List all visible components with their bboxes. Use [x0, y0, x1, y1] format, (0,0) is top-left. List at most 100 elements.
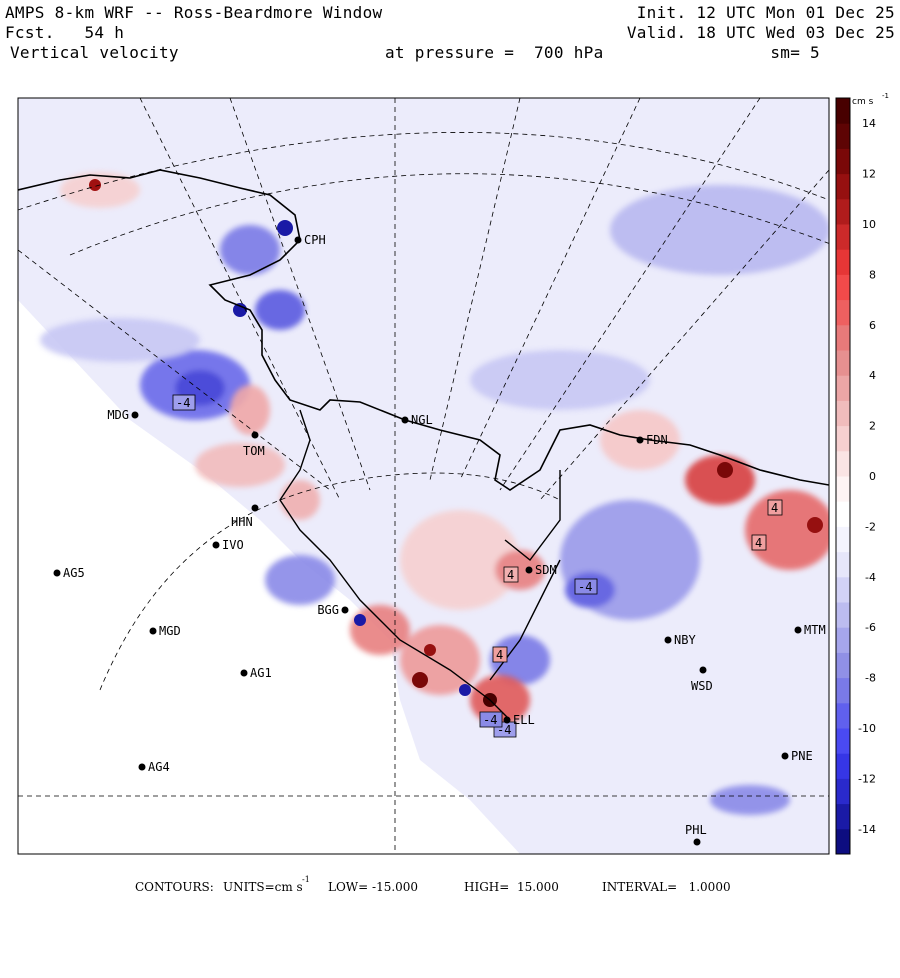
colorbar-tick-label: -2 [865, 520, 876, 533]
station-label: MDG [107, 408, 129, 422]
extrema-label: -4 [483, 713, 497, 727]
station-marker [794, 626, 802, 634]
extrema-label: 4 [771, 501, 778, 515]
colorbar-tick-label: -10 [858, 722, 876, 735]
station-label: BGG [317, 603, 339, 617]
colorbar-swatch [836, 627, 850, 653]
colorbar-swatch [836, 123, 850, 149]
station-label: MGD [159, 624, 181, 638]
station-marker [341, 606, 349, 614]
colorbar-swatch [836, 98, 850, 124]
station-label: WSD [691, 679, 713, 693]
contours-label: CONTOURS: [135, 880, 214, 894]
colorbar-tick-label: -8 [865, 672, 876, 685]
colorbar-swatch [836, 576, 850, 603]
station-marker [138, 763, 146, 771]
graticule [18, 98, 829, 854]
colorbar-swatch [836, 299, 850, 326]
forecast-hour: Fcst. 54 h [5, 23, 125, 42]
colorbar-swatch [836, 198, 850, 225]
station-marker [251, 431, 259, 439]
colorbar-unit-exp: -1 [882, 92, 889, 100]
station-marker [240, 669, 248, 677]
station-marker [781, 752, 789, 760]
station-marker [699, 666, 707, 674]
low-value: LOW= -15.000 [328, 880, 419, 894]
station-label: NGL [411, 413, 433, 427]
station-label: IVO [222, 538, 244, 552]
station-marker [693, 838, 701, 846]
colorbar-tick-label: 2 [869, 420, 876, 433]
map-panel: -4 4 -4 4 -4 4 4 -4 CPH MDG TOM NGL FDN HHN IV… [18, 98, 829, 854]
station-label: PNE [791, 749, 813, 763]
positive-field [60, 172, 829, 725]
colorbar-swatch [836, 803, 850, 830]
colorbar-tick-label: 12 [862, 168, 876, 181]
units-exp: -1 [302, 875, 310, 884]
colorbar-swatch [836, 526, 850, 553]
colorbar-swatch [836, 274, 850, 301]
map-figure: -4 4 -4 4 -4 4 4 -4 CPH MDG TOM NGL FDN HHN IV… [17, 92, 889, 855]
colorbar-tick-label: 10 [862, 218, 876, 231]
station-marker [664, 636, 672, 644]
colorbar-tick-label: -14 [858, 823, 876, 836]
station-label: NBY [674, 633, 696, 647]
extrema-label: -4 [176, 396, 190, 410]
station-label: HHN [231, 515, 253, 529]
colorbar [835, 97, 851, 855]
station-marker [53, 569, 61, 577]
pressure-level: at pressure = 700 hPa [385, 43, 604, 62]
high-value: HIGH= 15.000 [464, 880, 559, 894]
station-marker [149, 627, 157, 635]
field-name: Vertical velocity [10, 43, 179, 62]
colorbar-tick-label: 14 [862, 117, 876, 130]
colorbar-swatch [836, 173, 850, 200]
station-label: AG1 [250, 666, 272, 680]
coastline [18, 169, 829, 491]
station-label: PHL [685, 823, 707, 837]
colorbar-swatch [836, 450, 850, 477]
extrema-label: 4 [496, 648, 503, 662]
colorbar-tick-label: 4 [869, 369, 876, 382]
station-marker [503, 716, 511, 724]
map-frame [17, 97, 830, 855]
extrema-label: 4 [507, 568, 514, 582]
colorbar-swatch [836, 702, 850, 729]
colorbar-swatch [836, 652, 850, 679]
colorbar-frame [835, 97, 851, 855]
colorbar-swatch [836, 400, 850, 427]
extrema-labels: -4 4 -4 4 -4 4 4 -4 [172, 394, 783, 738]
colorbar-swatch [836, 249, 850, 275]
station-marker [131, 411, 139, 419]
colorbar-swatch [836, 425, 850, 452]
colorbar-swatch [836, 224, 850, 250]
colorbar-swatch [836, 778, 850, 805]
colorbar-swatch [836, 148, 850, 175]
colorbar-swatch [836, 350, 850, 376]
station-label: TOM [243, 444, 265, 458]
intense-cells [89, 179, 823, 707]
valid-time: Valid. 18 UTC Wed 03 Dec 25 [626, 23, 895, 42]
station-label: AG5 [63, 566, 85, 580]
colorbar-swatch [836, 828, 850, 855]
colorbar-tick-label: 0 [869, 470, 876, 483]
colorbar-tick-label: -12 [858, 772, 876, 785]
station-marker [294, 236, 302, 244]
station-label: AG4 [148, 760, 170, 774]
contour-info-footer: CONTOURS: UNITS=cm s -1 LOW= -15.000 HIG… [0, 875, 900, 978]
colorbar-swatch [836, 677, 850, 704]
stations: CPH MDG TOM NGL FDN HHN IVO AG5 SDM MGD BGG NBY MTM A… [53, 233, 826, 846]
station-label: MTM [804, 623, 826, 637]
station-marker [212, 541, 220, 549]
map-title: AMPS 8-km WRF -- Ross-Beardmore Window [5, 3, 383, 22]
colorbar-tick-label: 6 [869, 319, 876, 332]
station-marker [251, 504, 259, 512]
station-label: CPH [304, 233, 326, 247]
colorbar-tick-label: 8 [869, 268, 876, 281]
colorbar-unit: cm s [852, 97, 874, 107]
units-label: UNITS=cm s [223, 880, 303, 894]
station-marker [525, 566, 533, 574]
extrema-label: 4 [755, 536, 762, 550]
colorbar-swatch [836, 375, 850, 401]
colorbar-tick-label: -6 [865, 621, 876, 634]
